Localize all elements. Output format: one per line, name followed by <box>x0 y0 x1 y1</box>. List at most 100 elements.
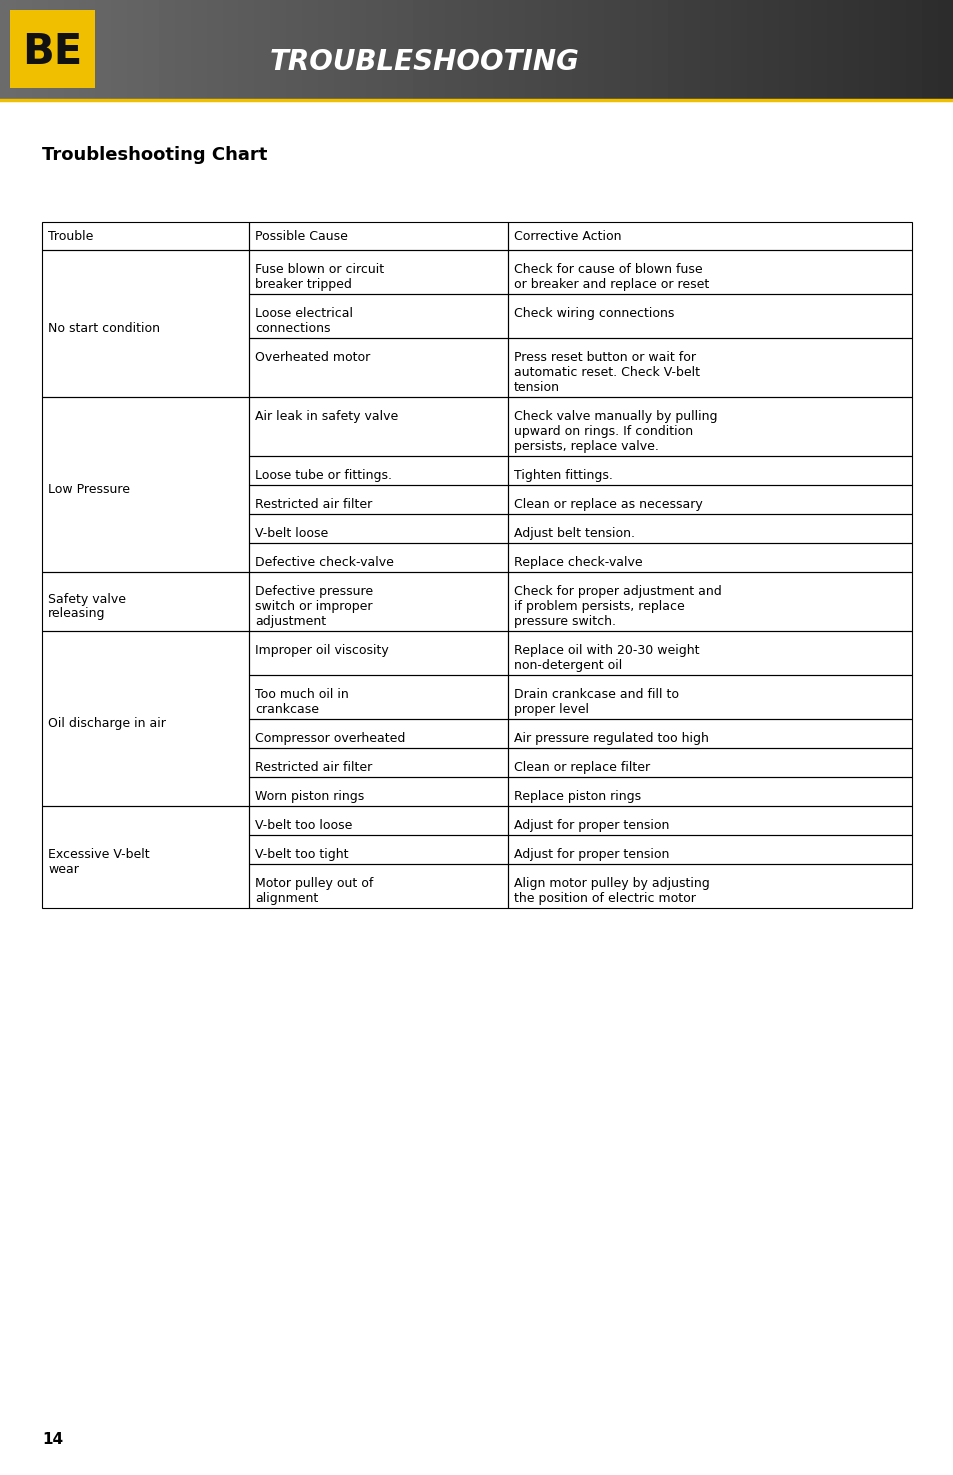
Text: Low Pressure: Low Pressure <box>48 482 130 496</box>
Text: Tighten fittings.: Tighten fittings. <box>514 469 612 482</box>
Bar <box>254 0 271 100</box>
Text: or breaker and replace or reset: or breaker and replace or reset <box>514 277 708 291</box>
Text: if problem persists, replace: if problem persists, replace <box>514 600 684 614</box>
Bar <box>249 631 507 676</box>
Text: Drain crankcase and fill to: Drain crankcase and fill to <box>514 687 679 701</box>
Text: Adjust for proper tension: Adjust for proper tension <box>514 819 669 832</box>
Bar <box>0 0 17 100</box>
Text: wear: wear <box>48 863 79 876</box>
Bar <box>651 0 668 100</box>
Bar <box>42 397 249 572</box>
Text: Corrective Action: Corrective Action <box>514 230 620 242</box>
Text: Press reset button or wait for: Press reset button or wait for <box>514 351 696 364</box>
Bar <box>249 835 507 864</box>
Bar <box>31 0 49 100</box>
Bar <box>48 0 65 100</box>
Bar <box>249 543 507 572</box>
Bar <box>507 805 911 835</box>
Bar <box>42 572 249 631</box>
Bar <box>507 456 911 485</box>
Bar <box>905 0 923 100</box>
Bar <box>249 223 507 249</box>
Bar <box>249 864 507 909</box>
Text: Defective check-valve: Defective check-valve <box>254 556 394 569</box>
Bar <box>249 805 507 835</box>
Text: Check for cause of blown fuse: Check for cause of blown fuse <box>514 263 702 276</box>
Text: Align motor pulley by adjusting: Align motor pulley by adjusting <box>514 878 709 889</box>
Text: Replace oil with 20-30 weight: Replace oil with 20-30 weight <box>514 645 699 656</box>
Bar <box>334 0 351 100</box>
Bar <box>249 485 507 513</box>
Bar <box>507 835 911 864</box>
Bar <box>507 543 911 572</box>
Text: upward on rings. If condition: upward on rings. If condition <box>514 425 693 438</box>
Text: the position of electric motor: the position of electric motor <box>514 892 695 906</box>
Bar <box>667 0 684 100</box>
Bar <box>507 777 911 805</box>
Bar <box>249 777 507 805</box>
Text: Possible Cause: Possible Cause <box>254 230 348 242</box>
Bar <box>507 513 911 543</box>
Bar <box>143 0 160 100</box>
Text: Replace check-valve: Replace check-valve <box>514 556 642 569</box>
Bar <box>556 0 573 100</box>
Text: TROUBLESHOOTING: TROUBLESHOOTING <box>270 49 579 77</box>
Text: Improper oil viscosity: Improper oil viscosity <box>254 645 388 656</box>
Bar <box>381 0 398 100</box>
Bar <box>507 718 911 748</box>
Bar <box>249 456 507 485</box>
Bar <box>826 0 842 100</box>
Text: switch or improper: switch or improper <box>254 600 372 614</box>
Bar <box>572 0 589 100</box>
Text: proper level: proper level <box>514 704 588 715</box>
Text: V-belt too loose: V-belt too loose <box>254 819 352 832</box>
Bar <box>64 0 80 100</box>
Bar <box>603 0 620 100</box>
Bar <box>249 718 507 748</box>
Bar <box>540 0 557 100</box>
Text: releasing: releasing <box>48 608 106 621</box>
Bar <box>42 249 249 397</box>
Text: Overheated motor: Overheated motor <box>254 351 370 364</box>
Bar <box>507 572 911 631</box>
Text: V-belt too tight: V-belt too tight <box>254 848 348 861</box>
Text: Air leak in safety valve: Air leak in safety valve <box>254 410 397 423</box>
Text: V-belt loose: V-belt loose <box>254 527 328 540</box>
Text: Replace piston rings: Replace piston rings <box>514 791 640 802</box>
Bar <box>365 0 382 100</box>
Bar <box>127 0 144 100</box>
Bar <box>507 676 911 718</box>
Bar <box>507 864 911 909</box>
Bar <box>715 0 732 100</box>
Text: Compressor overheated: Compressor overheated <box>254 732 405 745</box>
Bar <box>79 0 96 100</box>
Bar <box>810 0 827 100</box>
Bar <box>493 0 509 100</box>
Bar <box>249 338 507 397</box>
Bar <box>507 249 911 294</box>
Bar <box>191 0 208 100</box>
Bar <box>249 748 507 777</box>
Bar <box>174 0 192 100</box>
Bar <box>42 631 249 805</box>
Bar <box>683 0 700 100</box>
Text: connections: connections <box>254 322 330 335</box>
Text: Adjust belt tension.: Adjust belt tension. <box>514 527 635 540</box>
Bar <box>507 397 911 456</box>
Text: breaker tripped: breaker tripped <box>254 277 352 291</box>
Text: Troubleshooting Chart: Troubleshooting Chart <box>42 146 267 164</box>
Text: Adjust for proper tension: Adjust for proper tension <box>514 848 669 861</box>
Text: Loose tube or fittings.: Loose tube or fittings. <box>254 469 392 482</box>
Bar <box>507 485 911 513</box>
Text: Check for proper adjustment and: Check for proper adjustment and <box>514 586 721 597</box>
Text: Check wiring connections: Check wiring connections <box>514 307 674 320</box>
Bar <box>112 0 128 100</box>
Text: Air pressure regulated too high: Air pressure regulated too high <box>514 732 708 745</box>
Bar <box>249 294 507 338</box>
Text: Clean or replace as necessary: Clean or replace as necessary <box>514 499 702 510</box>
Bar <box>302 0 318 100</box>
Bar <box>10 10 95 88</box>
Text: Fuse blown or circuit: Fuse blown or circuit <box>254 263 384 276</box>
Bar <box>397 0 414 100</box>
Text: Restricted air filter: Restricted air filter <box>254 761 372 774</box>
